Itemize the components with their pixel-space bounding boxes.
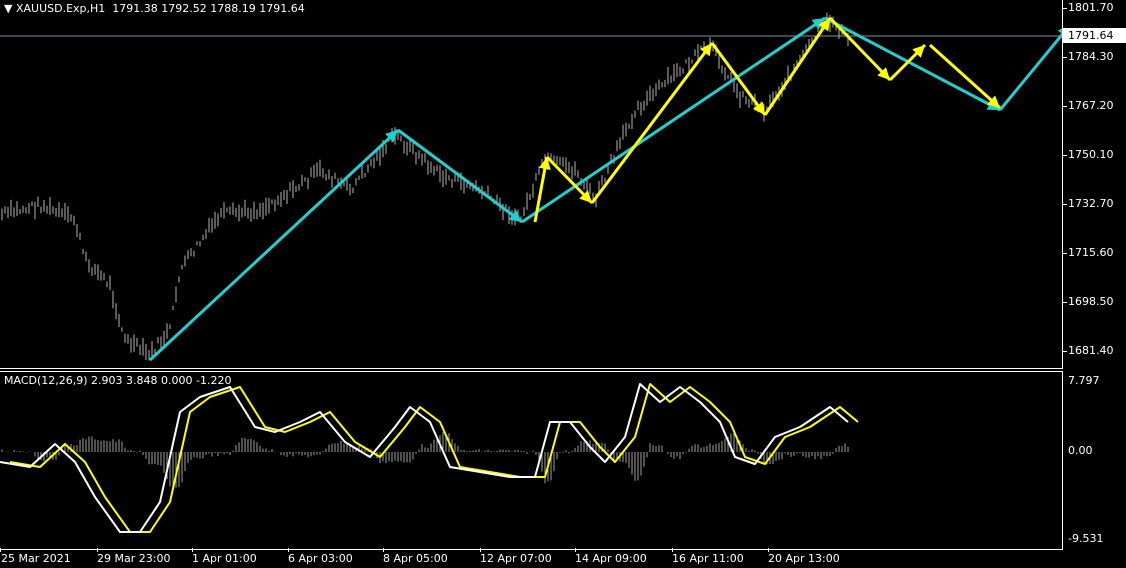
price-label: 1698.50	[1068, 295, 1114, 308]
time-tick	[768, 548, 769, 552]
wave-arrow	[928, 43, 1002, 110]
wave-arrow-head	[818, 18, 830, 32]
time-tick	[672, 548, 673, 552]
trend-arrow	[998, 32, 1062, 111]
time-tick	[288, 548, 289, 552]
macd-panel[interactable]: MACD(12,26,9) 2.903 3.848 0.000 -1.220	[0, 371, 1063, 550]
wave-arrow	[828, 16, 892, 82]
time-tick	[0, 548, 1, 552]
symbol-label: XAUUSD.Exp,H1	[15, 2, 106, 15]
price-label: 1801.70	[1068, 1, 1114, 14]
trend-arrow-head	[508, 210, 522, 222]
wave-arrow-head	[912, 45, 925, 58]
macd-axis-label: 0.00	[1068, 444, 1093, 457]
price-label: 1767.20	[1068, 99, 1114, 112]
wave-arrow-head	[877, 67, 890, 80]
wave-arrow	[763, 17, 832, 116]
trend-arrow	[824, 16, 1001, 112]
trend-arrow-head	[385, 130, 398, 143]
time-label: 20 Apr 13:00	[768, 552, 840, 565]
macd-title: MACD(12,26,9) 2.903 3.848 0.000 -1.220	[4, 374, 232, 387]
wave-arrow	[590, 42, 714, 204]
dropdown-triangle-icon[interactable]: ▼	[4, 2, 16, 15]
trend-arrow	[521, 16, 826, 224]
time-label: 29 Mar 23:00	[97, 552, 171, 565]
low-price: 1788.19	[210, 2, 256, 15]
time-label: 16 Apr 11:00	[672, 552, 744, 565]
time-label: 25 Mar 2021	[1, 552, 71, 565]
trend-arrow-head	[811, 18, 825, 30]
axis-tick	[1063, 253, 1067, 254]
time-label: 1 Apr 01:00	[192, 552, 257, 565]
price-label: 1681.40	[1068, 344, 1114, 357]
macd-axis-label: -9.531	[1068, 532, 1104, 545]
axis-tick	[1063, 106, 1067, 107]
wave-arrow-head	[700, 43, 712, 57]
wave-arrow-head	[987, 95, 1000, 108]
time-tick	[192, 548, 193, 552]
axis-tick	[1063, 57, 1067, 58]
time-tick	[97, 548, 98, 552]
axis-tick	[1063, 204, 1067, 205]
wave-arrow-head	[753, 101, 765, 115]
price-chart[interactable]: ▼ XAUUSD.Exp,H1 1791.38 1792.52 1788.19 …	[0, 0, 1063, 369]
price-label: 1750.10	[1068, 148, 1114, 161]
chart-title: ▼ XAUUSD.Exp,H1 1791.38 1792.52 1788.19 …	[4, 2, 305, 15]
time-tick	[480, 548, 481, 552]
time-tick	[383, 548, 384, 552]
close-price: 1791.64	[259, 2, 305, 15]
open-price: 1791.38	[112, 2, 158, 15]
axis-tick	[1063, 351, 1067, 352]
macd-signal-line	[9, 383, 859, 533]
trend-arrow	[397, 128, 523, 224]
wave-arrow-head	[538, 157, 551, 170]
time-label: 6 Apr 03:00	[288, 552, 353, 565]
macd-axis-label: 7.797	[1068, 374, 1100, 387]
price-label: 1784.30	[1068, 50, 1114, 63]
price-chart-canvas	[0, 12, 1062, 362]
macd-main-line	[0, 383, 849, 533]
trend-arrow	[148, 128, 400, 362]
time-tick	[575, 548, 576, 552]
trend-arrow-head	[1057, 28, 1062, 34]
axis-tick	[1063, 302, 1067, 303]
axis-tick	[1063, 8, 1067, 9]
time-label: 8 Apr 05:00	[383, 552, 448, 565]
price-label: 1715.60	[1068, 246, 1114, 259]
wave-arrow-head	[579, 190, 592, 203]
time-label: 14 Apr 09:00	[575, 552, 647, 565]
axis-tick	[1063, 155, 1067, 156]
time-label: 12 Apr 07:00	[480, 552, 552, 565]
price-label: 1732.70	[1068, 197, 1114, 210]
high-price: 1792.52	[161, 2, 207, 15]
current-price-tag: 1791.64	[1063, 28, 1126, 43]
macd-canvas	[0, 383, 859, 533]
wave-arrow	[710, 42, 767, 116]
